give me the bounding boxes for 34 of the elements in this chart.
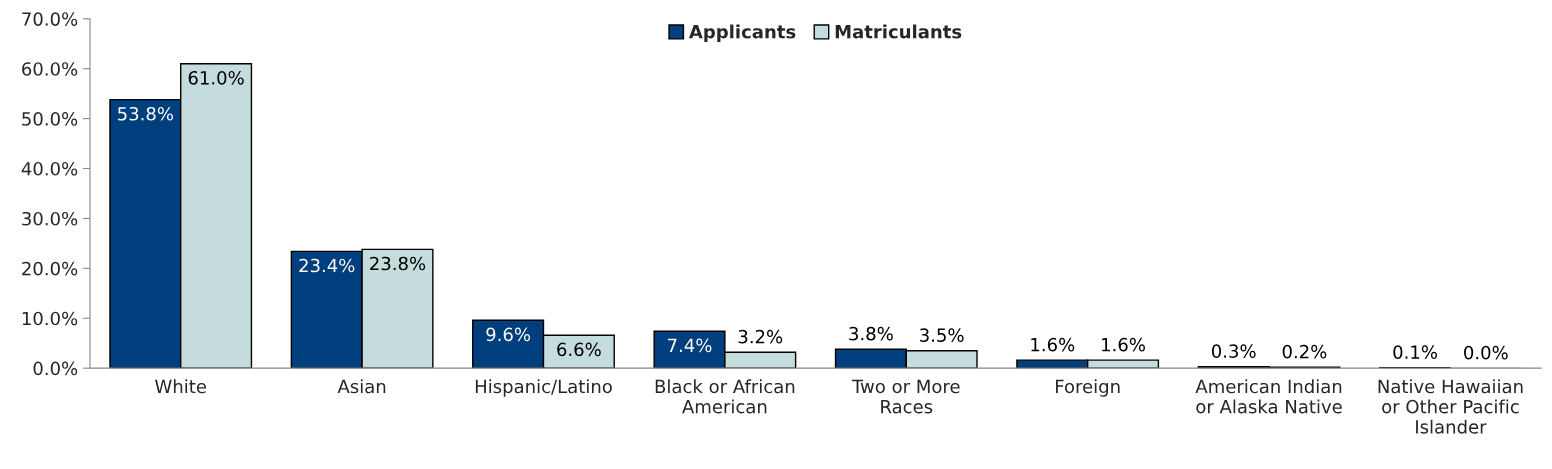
- x-tick-label: American Indian or Alaska Native: [1195, 379, 1342, 414]
- data-label: 7.4%: [668, 338, 712, 353]
- data-label: 3.2%: [738, 329, 783, 344]
- legend-label: Matriculants: [835, 24, 962, 39]
- x-tick-label: Foreign: [1056, 379, 1120, 397]
- data-label: 23.8%: [370, 256, 426, 271]
- data-label: 0.3%: [1211, 344, 1256, 358]
- x-tick-label: Native Hawaiian or Other Pacific Islander: [1378, 379, 1523, 434]
- y-tick-label: 20.0%: [22, 261, 78, 276]
- x-tick-label: White: [155, 379, 206, 394]
- data-label: 3.5%: [920, 328, 964, 342]
- data-label: 23.4%: [299, 258, 355, 273]
- x-tick-label: Black or African American: [655, 379, 795, 414]
- legend-label: Applicants: [688, 24, 796, 42]
- data-label: 53.8%: [118, 106, 174, 121]
- data-label: 6.6%: [557, 342, 601, 357]
- x-tick-label: Two or More Races: [851, 379, 960, 414]
- y-tick-label: 50.0%: [22, 112, 78, 126]
- y-tick-label: 60.0%: [22, 62, 78, 76]
- data-label: 9.6%: [486, 327, 531, 342]
- data-label: 0.0%: [1464, 345, 1508, 360]
- y-tick-label: 30.0%: [22, 211, 78, 226]
- data-label: 1.6%: [1031, 337, 1075, 352]
- data-label: 0.1%: [1393, 345, 1438, 359]
- x-tick-label: Hispanic/Latino: [475, 379, 612, 397]
- data-label: 61.0%: [188, 70, 244, 85]
- x-tick-label: Asian: [337, 379, 386, 394]
- y-tick-label: 70.0%: [22, 12, 78, 26]
- data-label: 0.2%: [1282, 344, 1327, 359]
- y-tick-label: 40.0%: [21, 161, 78, 176]
- y-tick-label: 10.0%: [22, 311, 78, 326]
- data-label: 3.8%: [849, 326, 893, 341]
- y-tick-label: 0.0%: [33, 361, 78, 376]
- data-label: 1.6%: [1102, 337, 1145, 352]
